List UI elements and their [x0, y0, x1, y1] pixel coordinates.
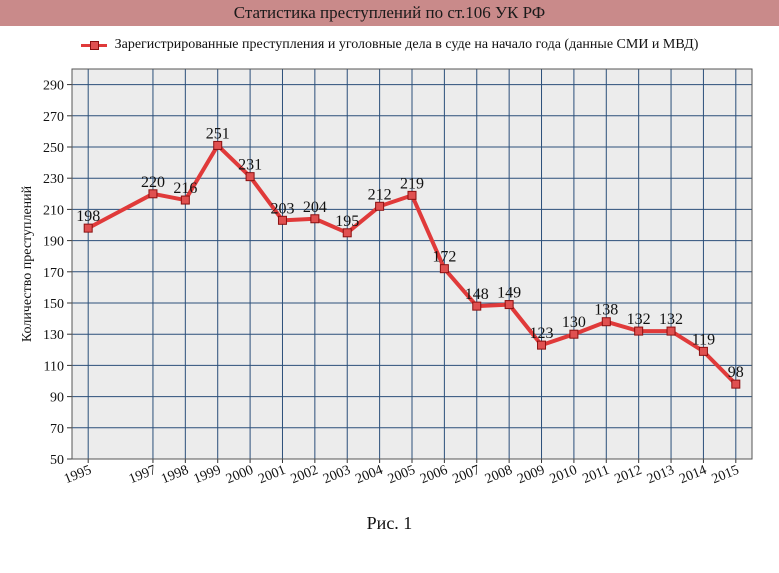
- data-point: [439, 264, 449, 274]
- x-tick-label: 2012: [613, 463, 645, 487]
- data-label: 132: [659, 311, 683, 328]
- data-point: [342, 228, 352, 238]
- data-point: [537, 340, 547, 350]
- x-tick-label: 2002: [289, 463, 321, 487]
- y-tick-label: 270: [43, 110, 64, 125]
- data-label: 219: [400, 175, 424, 192]
- data-point: [569, 329, 579, 339]
- data-point: [245, 172, 255, 182]
- x-tick-label: 2006: [418, 463, 450, 487]
- data-point: [213, 140, 223, 150]
- y-axis-label: Количество преступлений: [20, 185, 35, 342]
- data-label: 98: [728, 364, 744, 381]
- legend: Зарегистрированные преступления и уголов…: [0, 34, 779, 56]
- data-label: 119: [692, 331, 715, 348]
- x-tick-label: 1999: [192, 463, 224, 487]
- legend-swatch-icon: [80, 39, 107, 51]
- x-tick-label: 2007: [451, 463, 483, 487]
- data-point: [180, 195, 190, 205]
- x-tick-label: 2005: [386, 463, 418, 487]
- y-tick-label: 290: [43, 79, 64, 94]
- data-label: 148: [465, 286, 489, 303]
- x-tick-label: 2000: [224, 463, 256, 487]
- data-point: [601, 317, 611, 327]
- x-tick-label: 2013: [645, 463, 677, 487]
- data-label: 138: [594, 302, 618, 319]
- line-chart: 50 70 90 110 130 150 170 190 210 230 250 270 290 1995…: [20, 68, 753, 487]
- data-point: [731, 379, 741, 389]
- x-tick-label: 2004: [354, 463, 386, 487]
- x-tick-label: 2003: [321, 463, 353, 487]
- chart-title: Статистика преступлений по ст.106 УК РФ: [0, 0, 779, 26]
- data-label: 203: [270, 200, 294, 217]
- data-label: 231: [238, 157, 262, 174]
- x-tick-label: 1995: [62, 463, 94, 487]
- y-tick-label: 90: [50, 391, 64, 406]
- data-label: 130: [562, 314, 586, 331]
- data-label: 212: [368, 186, 392, 203]
- y-tick-label: 250: [43, 141, 64, 156]
- data-point: [310, 214, 320, 224]
- x-tick-label: 2010: [548, 463, 580, 487]
- data-point: [472, 301, 482, 311]
- data-point: [504, 300, 514, 310]
- x-tick-label: 2015: [710, 463, 742, 487]
- data-point: [375, 201, 385, 211]
- data-label: 216: [173, 180, 197, 197]
- x-tick-label: 2001: [256, 463, 288, 487]
- data-label: 149: [497, 285, 521, 302]
- data-point: [83, 223, 93, 233]
- y-tick-label: 70: [50, 422, 64, 437]
- y-tick-label: 150: [43, 297, 64, 312]
- data-point: [666, 326, 676, 336]
- x-tick-label: 2011: [581, 463, 612, 487]
- data-label: 220: [141, 174, 165, 191]
- y-tick-label: 50: [50, 453, 64, 468]
- y-tick-label: 210: [43, 203, 64, 218]
- y-tick-label: 190: [43, 235, 64, 250]
- data-label: 204: [303, 199, 327, 216]
- data-label: 132: [627, 311, 651, 328]
- data-label: 251: [206, 125, 230, 142]
- data-point: [634, 326, 644, 336]
- data-label: 123: [530, 325, 554, 342]
- x-tick-label: 2014: [677, 463, 709, 487]
- data-point: [148, 189, 158, 199]
- x-tick-label: 2009: [515, 463, 547, 487]
- legend-label: Зарегистрированные преступления и уголов…: [114, 37, 699, 52]
- x-tick-label: 1997: [127, 463, 159, 487]
- series-line: [87, 143, 738, 386]
- data-label: 198: [76, 208, 100, 225]
- x-tick-label: 1998: [159, 463, 191, 487]
- y-tick-label: 130: [43, 328, 64, 343]
- data-point: [698, 346, 708, 356]
- data-point: [407, 190, 417, 200]
- x-tick-label: 2008: [483, 463, 515, 487]
- data-label: 172: [432, 249, 456, 266]
- data-point: [277, 215, 287, 225]
- figure-caption: Рис. 1: [366, 513, 413, 533]
- data-label: 195: [335, 213, 359, 230]
- y-tick-label: 230: [43, 172, 64, 187]
- y-tick-label: 110: [44, 359, 64, 374]
- plot-frame: [71, 68, 753, 460]
- y-tick-label: 170: [43, 266, 64, 281]
